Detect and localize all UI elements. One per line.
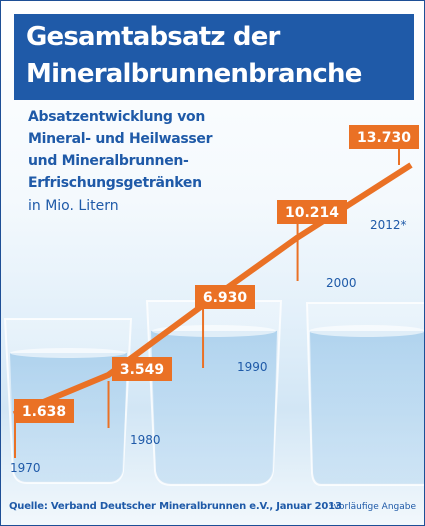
- x-tick-label: 2000: [326, 276, 357, 290]
- page-title-line-2: Mineralbrunnenbranche: [26, 59, 362, 89]
- data-label: 10.214: [285, 205, 339, 221]
- x-tick-label: 2012*: [370, 218, 407, 232]
- subtitle-line-1: Absatzentwicklung von: [28, 109, 206, 125]
- source-note: Quelle: Verband Deutscher Mineralbrunnen…: [9, 501, 342, 512]
- subtitle-line-3: und Mineralbrunnen-: [28, 153, 189, 169]
- glass-middle: [145, 300, 283, 486]
- subtitle-line-2: Mineral- und Heilwasser: [28, 131, 213, 147]
- data-label: 13.730: [357, 130, 411, 146]
- value-label-box: [14, 399, 74, 423]
- x-tick-label: 1990: [237, 360, 268, 374]
- value-label-box: [195, 285, 255, 309]
- value-label-box: [277, 200, 347, 224]
- data-label: 1.638: [22, 404, 66, 420]
- subtitle-line-4: Erfrischungsgetränken: [28, 175, 202, 191]
- data-label: 3.549: [120, 362, 164, 378]
- glass-right: [305, 302, 424, 486]
- page-title-line-1: Gesamtabsatz der: [26, 22, 280, 52]
- data-label: 6.930: [203, 290, 248, 306]
- x-tick-label: 1980: [130, 433, 161, 447]
- value-label-box: [112, 357, 172, 381]
- unit-label: in Mio. Litern: [28, 198, 119, 214]
- x-tick-label: 1970: [10, 461, 41, 475]
- title-banner: Gesamtabsatz der Mineralbrunnenbranche: [14, 14, 414, 100]
- footnote: *vorläufige Angabe: [329, 502, 416, 512]
- value-label-box: [349, 125, 419, 149]
